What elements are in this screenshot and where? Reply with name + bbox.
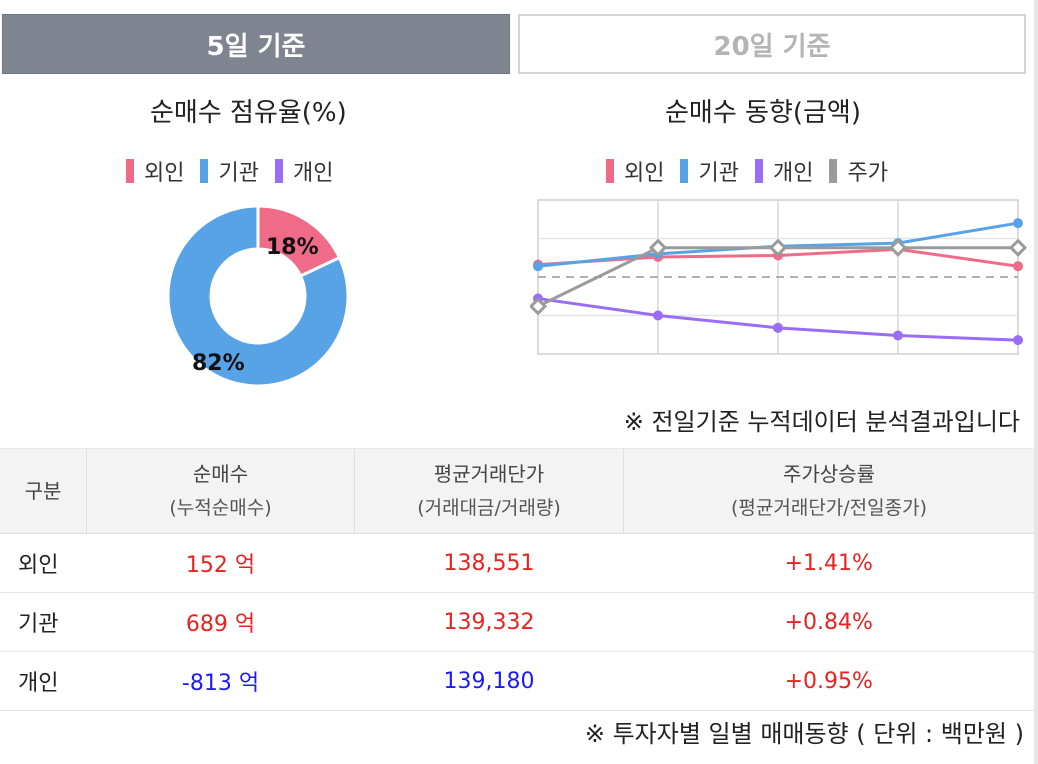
series-point-2 [1013, 335, 1023, 346]
legend-label-institution: 기관 [218, 161, 259, 186]
series-point-3 [648, 238, 668, 257]
header-net-buy: 순매수 (누적순매수) [86, 448, 355, 534]
row-name: 기관 [0, 592, 87, 652]
series-point-0 [1013, 261, 1023, 272]
header-price-rate-label: 주가상승률 [783, 462, 875, 486]
series-point-2 [773, 322, 783, 333]
legend-swatch-institution [200, 159, 209, 183]
legend-swatch-foreign [126, 159, 134, 183]
header-net-buy-sub: (누적순매수) [169, 497, 272, 519]
row-name: 외인 [0, 533, 87, 593]
series-point-1 [533, 261, 543, 272]
trend-line-chart [530, 199, 1028, 355]
series-point-3 [888, 238, 908, 257]
legend-label-individual: 개인 [292, 161, 334, 186]
legend-label-price: 주가 [847, 161, 888, 186]
tab-5day[interactable]: 5일 기준 [2, 14, 510, 74]
row-net-buy: -813 억 [86, 651, 355, 711]
table-row: 외인 152 억 138,551 +1.41% [0, 533, 1034, 593]
legend-label-individual: 개인 [772, 161, 814, 186]
donut-chart: 18% 82% [166, 204, 350, 388]
row-price-rate: +0.84% [623, 592, 1034, 652]
legend-swatch-individual [754, 159, 763, 183]
header-category: 구분 [0, 448, 87, 534]
header-avg-price: 평균거래단가 (거래대금/거래량) [354, 448, 624, 534]
donut-legend: 외인 기관 개인 [126, 155, 349, 187]
legend-label-foreign: 외인 [624, 161, 665, 186]
tab-20day[interactable]: 20일 기준 [518, 14, 1026, 74]
legend-item-institution: 기관 [680, 155, 739, 187]
legend-item-individual: 개인 [754, 155, 814, 187]
header-price-rate: 주가상승률 (평균거래단가/전일종가) [623, 448, 1034, 534]
row-net-buy: 152 억 [86, 533, 355, 593]
row-net-buy: 689 억 [86, 592, 355, 652]
legend-item-individual: 개인 [274, 155, 334, 187]
row-avg-price: 138,551 [354, 533, 624, 593]
row-price-rate: +0.95% [623, 651, 1034, 711]
legend-swatch-institution [680, 159, 689, 183]
header-net-buy-label: 순매수 [192, 462, 249, 486]
scrollbar[interactable] [1034, 0, 1038, 764]
legend-label-foreign: 외인 [144, 161, 185, 186]
donut-title: 순매수 점유율(%) [150, 98, 347, 128]
legend-swatch-foreign [606, 159, 614, 183]
series-point-2 [653, 310, 663, 321]
series-point-2 [893, 330, 903, 341]
series-point-1 [1013, 218, 1023, 229]
trend-title: 순매수 동향(금액) [665, 98, 861, 128]
row-name: 개인 [0, 651, 87, 711]
period-tabs: 5일 기준 20일 기준 [0, 0, 1038, 78]
legend-swatch-individual [274, 159, 283, 183]
daily-note: ※ 투자자별 일별 매매동향 ( 단위 : 백만원 ) [584, 720, 1024, 748]
header-category-label: 구분 [24, 479, 62, 503]
table-header-row: 구분 순매수 (누적순매수) 평균거래단가 (거래대금/거래량) 주가상승률 (… [0, 448, 1034, 534]
series-point-3 [530, 297, 548, 316]
legend-item-price: 주가 [829, 155, 888, 187]
donut-label-small: 18% [266, 235, 319, 260]
header-price-rate-sub: (평균거래단가/전일종가) [730, 497, 928, 519]
row-price-rate: +1.41% [623, 533, 1034, 593]
legend-item-institution: 기관 [200, 155, 259, 187]
legend-item-foreign: 외인 [606, 155, 664, 187]
trend-legend: 외인 기관 개인 주가 [606, 155, 904, 187]
row-avg-price: 139,180 [354, 651, 624, 711]
table-row: 기관 689 억 139,332 +0.84% [0, 592, 1034, 652]
series-point-3 [1008, 238, 1028, 257]
header-avg-price-label: 평균거래단가 [433, 462, 545, 486]
analysis-note: ※ 전일기준 누적데이터 분석결과입니다 [623, 408, 1020, 436]
table-row: 개인 -813 억 139,180 +0.95% [0, 651, 1034, 711]
legend-item-foreign: 외인 [126, 155, 184, 187]
header-avg-price-sub: (거래대금/거래량) [417, 497, 561, 519]
series-point-3 [768, 238, 788, 257]
legend-label-institution: 기관 [698, 161, 739, 186]
donut-slice-1 [166, 204, 350, 388]
row-avg-price: 139,332 [354, 592, 624, 652]
legend-swatch-price [829, 159, 838, 183]
donut-label-large: 82% [192, 351, 245, 376]
investor-summary-table: 구분 순매수 (누적순매수) 평균거래단가 (거래대금/거래량) 주가상승률 (… [0, 448, 1034, 711]
